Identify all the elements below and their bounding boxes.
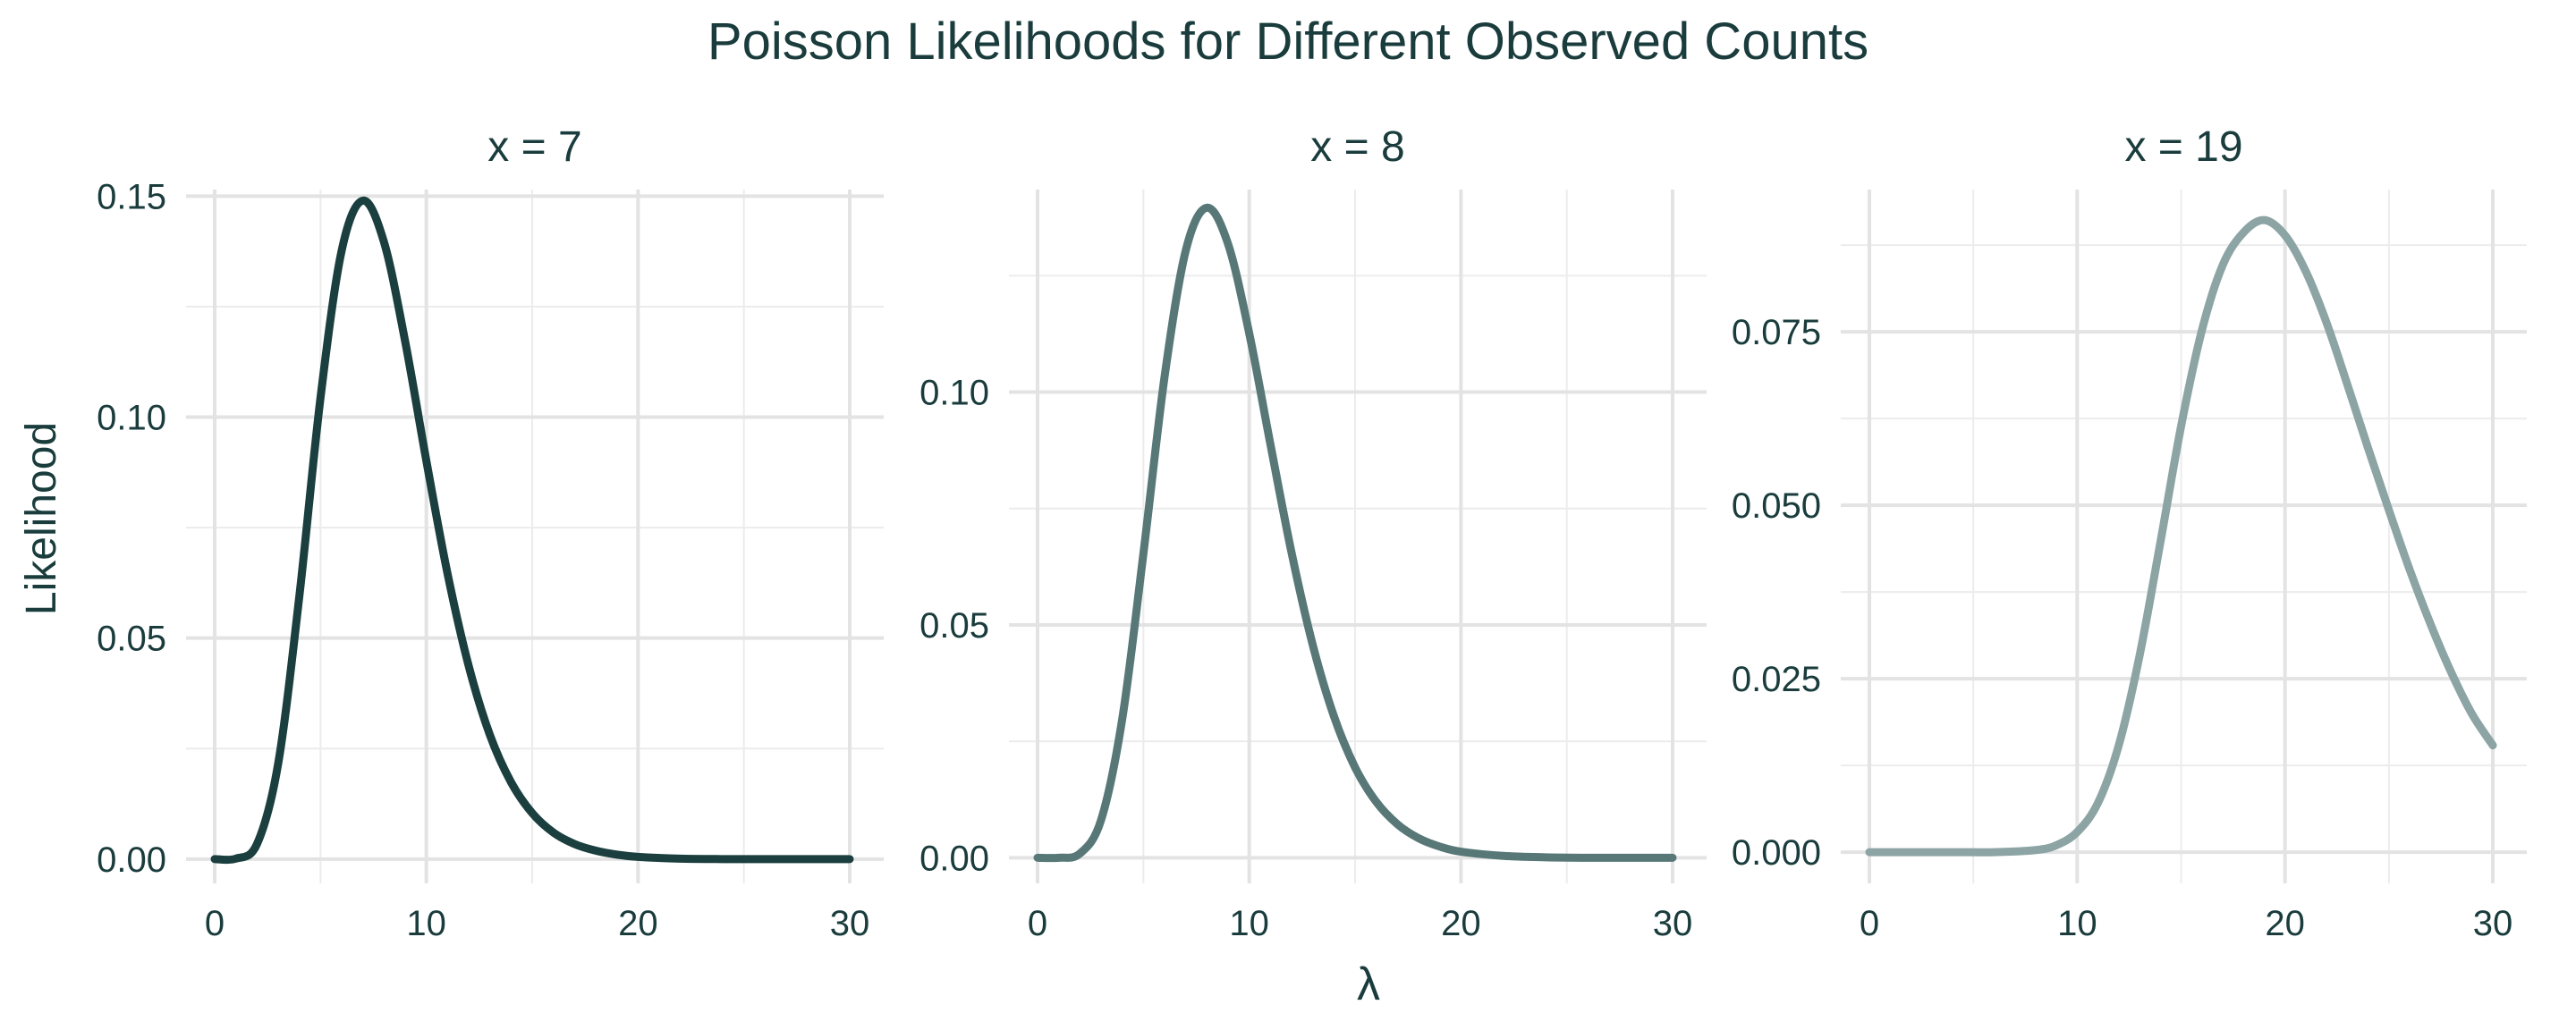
facet-panels: 0 10 20 300.000.050.100.15x = 70 10 20 300.000… — [97, 123, 2527, 943]
x-tick-label: 10 — [2057, 904, 2097, 943]
panel-3: 0 10 20 30 0.000 0.025 0.050 0.075 x = 19 — [1732, 123, 2527, 943]
likelihood-line — [210, 196, 854, 865]
facet-label: x = 8 — [1310, 123, 1404, 171]
y-tick-label: 0.15 — [97, 177, 166, 216]
y-axis-label: Likelihood — [18, 422, 65, 615]
likelihood-line — [1033, 203, 1677, 863]
x-tick-label: 30 — [830, 904, 870, 943]
x-tick-label: 0 — [1028, 904, 1047, 943]
x-tick-label: 0 — [1860, 904, 1879, 943]
facet-label: x = 7 — [487, 123, 581, 171]
x-tick-label: 0 — [205, 904, 225, 943]
chart-title: Poisson Likelihoods for Different Observ… — [708, 13, 1868, 71]
y-tick-label: 0.05 — [97, 620, 166, 659]
x-tick-label: 10 — [406, 904, 446, 943]
panel-2: 0 10 20 30 0.00 0.05 0.10 x = 8 — [919, 123, 1707, 943]
likelihood-line — [1865, 215, 2497, 857]
y-tick-label: 0.000 — [1732, 833, 1821, 873]
y-tick-label: 0.050 — [1732, 486, 1821, 526]
x-tick-label: 20 — [2265, 904, 2305, 943]
x-axis-label: λ — [1357, 958, 1380, 1010]
y-tick-label: 0.075 — [1732, 313, 1821, 352]
y-tick-label: 0.10 — [97, 399, 166, 438]
x-tick-label: 20 — [1441, 904, 1481, 943]
x-tick-label: 10 — [1229, 904, 1269, 943]
y-tick-label: 0.025 — [1732, 660, 1821, 699]
x-tick-label: 30 — [2473, 904, 2513, 943]
y-tick-label: 0.05 — [919, 606, 989, 646]
y-tick-label: 0.00 — [97, 840, 166, 880]
y-tick-label: 0.10 — [919, 374, 989, 413]
y-tick-label: 0.00 — [919, 839, 989, 878]
panel-1: 0 10 20 30 0.00 0.05 0.10 0.15 x = 7 — [97, 123, 884, 943]
x-tick-label: 20 — [618, 904, 658, 943]
x-tick-label: 30 — [1653, 904, 1693, 943]
facet-label: x = 19 — [2124, 123, 2242, 171]
